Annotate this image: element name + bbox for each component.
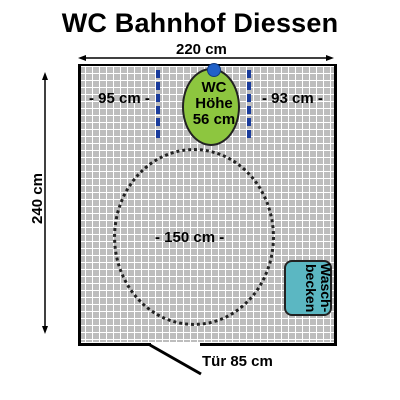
grab-bar-left (156, 118, 160, 126)
wc-label-line3: 56 cm (184, 112, 244, 128)
grab-bar-right (247, 130, 251, 138)
grab-bar-left (156, 106, 160, 114)
wall-bottom-left (78, 343, 151, 346)
height-label: 240 cm (29, 173, 46, 224)
grab-bar-right (247, 70, 251, 78)
grab-bar-left (156, 130, 160, 138)
turning-circle-label: - 150 cm - (155, 229, 224, 246)
grab-bar-right (247, 82, 251, 90)
grab-bar-left (156, 82, 160, 90)
wall-right (334, 64, 337, 346)
flush-button-icon (207, 63, 221, 77)
wc-label-line1: WC (184, 80, 244, 96)
wash-basin-label: Wasch-becken (287, 258, 333, 318)
grab-bar-left (156, 94, 160, 102)
grab-bar-left (156, 70, 160, 78)
wall-bottom-right (200, 343, 337, 346)
grab-bar-right (247, 94, 251, 102)
door-label: Tür 85 cm (202, 353, 273, 370)
right-clearance-label: - 93 cm - (262, 90, 323, 107)
grab-bar-right (247, 118, 251, 126)
left-clearance-label: - 95 cm - (89, 90, 150, 107)
grab-bar-right (247, 106, 251, 114)
wc-label: WC Höhe 56 cm (184, 80, 244, 128)
wc-label-line2: Höhe (184, 96, 244, 112)
width-label: 220 cm (176, 41, 227, 58)
wall-left (78, 64, 81, 346)
